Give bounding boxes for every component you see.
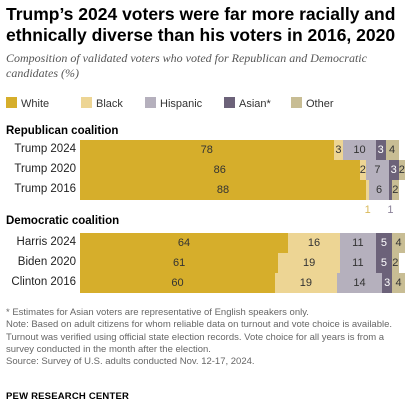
data-label: 88 bbox=[216, 184, 230, 196]
bar-row-harris-2024: 64 16 11 5 4 bbox=[80, 233, 405, 253]
note-line: Note: Based on adult citizens for whom r… bbox=[6, 319, 393, 331]
legend-label: Asian* bbox=[239, 98, 271, 110]
data-label: 61 bbox=[173, 257, 186, 269]
data-label: 3 bbox=[335, 144, 342, 156]
row-label: Harris 2024 bbox=[16, 236, 76, 248]
data-label: 2 bbox=[398, 164, 405, 176]
chart-title: Trump’s 2024 voters were far more racial… bbox=[6, 4, 396, 45]
bar-segment-other bbox=[392, 273, 405, 293]
bar-segment-other bbox=[392, 233, 405, 253]
legend-label: Other bbox=[306, 98, 334, 110]
chart-subtitle: Composition of validated voters who vote… bbox=[6, 51, 367, 80]
legend-label: Hispanic bbox=[160, 98, 203, 110]
row-label: Trump 2020 bbox=[14, 163, 76, 175]
legend-item-black: Black bbox=[81, 97, 123, 111]
legend: White Black Hispanic Asian* Other bbox=[6, 97, 416, 111]
data-label: 10 bbox=[353, 144, 366, 156]
notes: * Estimates for Asian voters are represe… bbox=[6, 307, 416, 368]
data-label: 5 bbox=[380, 257, 387, 269]
data-label-below: 1 bbox=[364, 204, 371, 216]
legend-label: Black bbox=[96, 98, 123, 110]
data-label: 4 bbox=[388, 144, 396, 156]
note-line: Turnout was verified using official stat… bbox=[6, 331, 385, 343]
legend-item-hispanic: Hispanic bbox=[145, 97, 202, 111]
bar-segment-asian bbox=[375, 140, 386, 160]
bar-segment-white bbox=[80, 253, 279, 273]
data-label: 2 bbox=[392, 184, 399, 196]
bar-segment-black bbox=[275, 273, 337, 293]
group-title: Republican coalition bbox=[6, 125, 119, 137]
data-label: 11 bbox=[352, 237, 364, 249]
bar-row-trump-2024: 78 3 10 3 4 bbox=[80, 140, 405, 160]
legend-item-other: Other bbox=[291, 97, 334, 111]
data-label: 4 bbox=[395, 277, 402, 289]
bar-segment-asian bbox=[375, 253, 392, 273]
bar-segment-black bbox=[359, 160, 366, 180]
data-label: 78 bbox=[200, 144, 213, 156]
bar-segment-other bbox=[392, 180, 399, 200]
row-label: Trump 2016 bbox=[14, 183, 76, 195]
bar-segment-black bbox=[288, 233, 340, 253]
bar-segment-asian bbox=[388, 160, 399, 180]
row-label: Clinton 2016 bbox=[11, 276, 76, 288]
data-label: 5 bbox=[380, 237, 387, 249]
legend-swatch bbox=[6, 97, 17, 108]
bar-segment-hispanic bbox=[369, 180, 389, 200]
bar-segment-black bbox=[366, 180, 370, 200]
note-line: survey conducted in the month after the … bbox=[6, 343, 211, 355]
data-label: 16 bbox=[307, 237, 321, 249]
bar-segment-white bbox=[80, 140, 334, 160]
data-label: 19 bbox=[299, 277, 312, 289]
legend-item-white: White bbox=[6, 97, 49, 111]
legend-item-asian: Asian* bbox=[224, 97, 271, 111]
bar-row-trump-2016: 88 1 6 1 2 bbox=[80, 180, 405, 216]
bar-segment-hispanic bbox=[343, 140, 376, 160]
legend-swatch bbox=[145, 97, 156, 108]
data-label: 2 bbox=[359, 164, 366, 176]
bar-row-biden-2020: 61 19 11 5 2 bbox=[80, 253, 405, 273]
bar-segment-hispanic bbox=[340, 233, 376, 253]
bar-segment-asian bbox=[375, 233, 392, 253]
bar-segment-hispanic bbox=[336, 273, 383, 293]
data-label: 64 bbox=[177, 237, 191, 249]
bar-segment-other bbox=[392, 253, 399, 273]
row-label: Biden 2020 bbox=[17, 256, 76, 268]
data-label: 19 bbox=[303, 257, 316, 269]
bar-segment-hispanic bbox=[340, 253, 376, 273]
bar-segment-white bbox=[80, 273, 275, 293]
data-label: 14 bbox=[353, 277, 366, 289]
bar-segment-black bbox=[333, 140, 344, 160]
bar-segment-asian bbox=[382, 273, 392, 293]
data-label: 2 bbox=[392, 257, 399, 269]
legend-label: White bbox=[21, 98, 50, 110]
bar-segment-white bbox=[80, 160, 360, 180]
bar-segment-other bbox=[385, 140, 399, 160]
legend-swatch bbox=[81, 97, 92, 108]
legend-swatch bbox=[291, 97, 302, 108]
bar-segment-white bbox=[80, 180, 366, 200]
data-label: 86 bbox=[213, 164, 226, 176]
legend-swatch bbox=[224, 97, 235, 108]
source-organization: PEW RESEARCH CENTER bbox=[6, 391, 130, 402]
bar-row-clinton-2016: 60 19 14 3 4 bbox=[80, 273, 405, 293]
row-label: Trump 2024 bbox=[14, 143, 76, 155]
bar-segment-white bbox=[80, 233, 288, 253]
bar-segment-asian bbox=[388, 180, 392, 200]
note-line: Source: Survey of U.S. adults conducted … bbox=[6, 356, 255, 368]
data-label: 7 bbox=[374, 164, 381, 176]
bar-segment-hispanic bbox=[366, 160, 389, 180]
data-label: 3 bbox=[390, 164, 397, 176]
data-label: 6 bbox=[375, 184, 383, 196]
data-label: 11 bbox=[352, 257, 364, 269]
data-label: 3 bbox=[384, 277, 391, 289]
bar-segment-black bbox=[278, 253, 340, 273]
data-label: 3 bbox=[377, 144, 384, 156]
group-title: Democratic coalition bbox=[6, 215, 120, 227]
bar-row-trump-2020: 86 2 7 3 2 bbox=[80, 160, 405, 180]
data-label: 60 bbox=[171, 277, 184, 289]
data-label-below: 1 bbox=[387, 204, 394, 216]
data-label: 4 bbox=[395, 237, 402, 249]
note-line: * Estimates for Asian voters are represe… bbox=[6, 307, 309, 318]
bar-segment-other bbox=[398, 160, 405, 180]
